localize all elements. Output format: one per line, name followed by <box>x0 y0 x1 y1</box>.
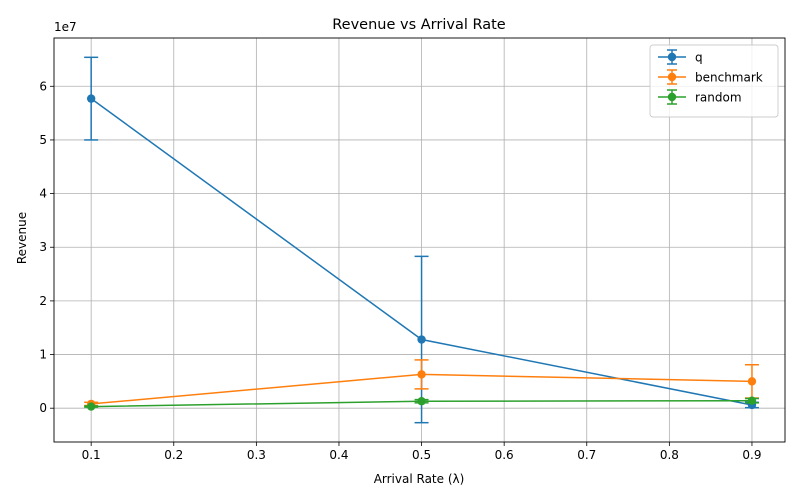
y-tick-label: 5 <box>39 133 47 147</box>
x-tick-label: 0.4 <box>329 448 348 462</box>
x-tick-label: 0.9 <box>742 448 761 462</box>
data-point <box>86 402 96 411</box>
data-point <box>417 335 426 344</box>
legend-item-benchmark: benchmark <box>658 69 763 85</box>
x-tick-label: 0.6 <box>495 448 514 462</box>
y-tick-label: 2 <box>39 294 47 308</box>
y-tick-label: 4 <box>39 187 47 201</box>
legend: q benchmark random <box>649 44 779 118</box>
x-tick-label: 0.1 <box>82 448 101 462</box>
x-tick-label: 0.2 <box>164 448 183 462</box>
y-tick-label: 3 <box>39 240 47 254</box>
legend-box <box>649 44 779 118</box>
x-tick-label: 0.3 <box>247 448 266 462</box>
y-axis-offset-label: 1e7 <box>54 20 77 34</box>
data-point <box>747 377 757 386</box>
chart-title: Revenue vs Arrival Rate <box>332 17 506 33</box>
grid <box>54 38 785 442</box>
data-point <box>86 94 96 103</box>
legend-label: random <box>695 91 742 105</box>
plot-frame <box>53 37 786 443</box>
legend-item-random: random <box>658 89 742 105</box>
x-tick-label: 0.8 <box>660 448 679 462</box>
data-point <box>417 370 426 379</box>
x-axis-label: Arrival Rate (λ) <box>374 472 465 486</box>
series-layer <box>84 56 759 424</box>
y-tick-label: 1 <box>39 348 47 362</box>
series-random <box>84 396 759 411</box>
legend-marker <box>667 72 677 82</box>
y-tick-label: 0 <box>39 401 47 415</box>
legend-item-q: q <box>658 49 703 65</box>
legend-label: q <box>695 51 703 65</box>
x-tick-label: 0.7 <box>577 448 596 462</box>
data-point <box>417 397 426 406</box>
x-tick-label: 0.5 <box>412 448 431 462</box>
x-axis-ticks: 0.1 0.2 0.3 0.4 0.5 0.6 0.7 0.8 0.9 <box>82 442 762 462</box>
y-axis-label: Revenue <box>15 212 29 264</box>
legend-marker <box>667 52 677 62</box>
series-benchmark <box>84 359 759 409</box>
legend-marker <box>667 92 677 102</box>
data-point <box>747 396 757 405</box>
legend-label: benchmark <box>695 71 763 85</box>
y-axis-ticks: 0 1 2 3 4 5 6 <box>39 79 54 415</box>
y-tick-label: 6 <box>39 79 47 93</box>
